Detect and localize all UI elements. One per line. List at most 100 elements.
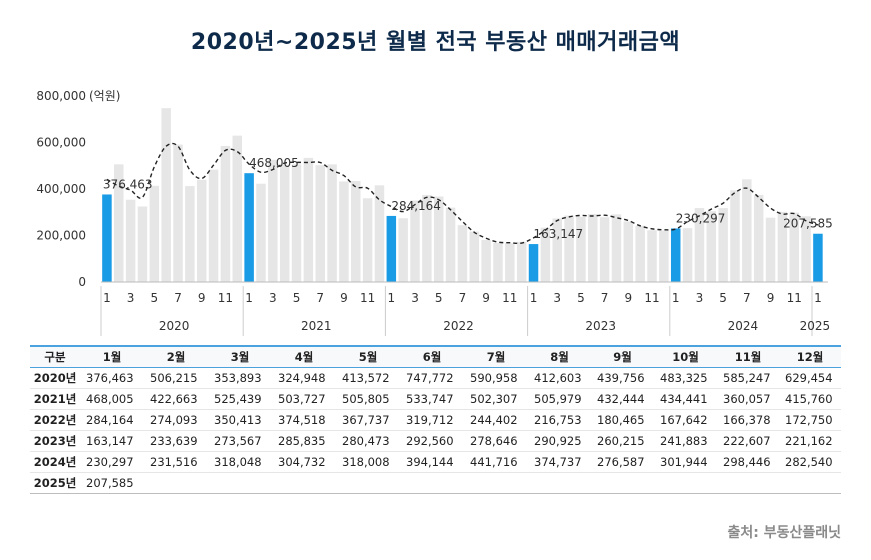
bar	[339, 181, 349, 282]
table-header-cell: 4월	[272, 345, 336, 368]
bar	[552, 218, 562, 282]
table-cell: 304,732	[272, 451, 336, 473]
table-cell: 360,057	[717, 388, 779, 410]
bar	[564, 215, 574, 282]
x-month-tick-label: 1	[530, 291, 538, 305]
table-cell: 505,979	[528, 388, 591, 410]
table-cell: 503,727	[272, 388, 336, 410]
table-cell: 468,005	[80, 388, 144, 410]
y-tick-label: 0	[78, 275, 86, 289]
table-header-cell: 9월	[591, 345, 654, 368]
table-cell: 163,147	[80, 430, 144, 452]
table-cell: 318,008	[336, 451, 400, 473]
table-cell: 439,756	[591, 367, 654, 389]
bar	[232, 135, 243, 282]
bar	[149, 185, 160, 282]
x-year-label: 2022	[443, 319, 474, 333]
table-cell: 216,753	[528, 409, 591, 431]
bar	[398, 218, 408, 282]
table-cell: 207,585	[80, 472, 144, 494]
bar	[765, 217, 776, 282]
table-cell: 230,297	[80, 451, 144, 473]
bar	[682, 228, 693, 282]
table-cell: 413,572	[336, 367, 400, 389]
table-row-year: 2021년	[30, 388, 80, 410]
table-cell: 231,516	[144, 451, 208, 473]
x-month-tick-label: 11	[218, 291, 233, 305]
table-cell	[717, 472, 779, 494]
table-cell: 221,162	[779, 430, 841, 452]
bar-highlight	[670, 228, 681, 282]
table-row-year: 2025년	[30, 472, 80, 494]
bar-highlight	[102, 194, 112, 282]
bar	[327, 164, 337, 282]
x-month-tick-label: 9	[198, 291, 206, 305]
table-cell	[591, 472, 654, 494]
bar	[623, 221, 634, 282]
x-month-tick-label: 11	[644, 291, 659, 305]
table-cell: 374,518	[272, 409, 336, 431]
table-row-year: 2020년	[30, 367, 80, 389]
table-cell: 412,603	[528, 367, 591, 389]
table-cell: 244,402	[464, 409, 528, 431]
y-unit-label: (억원)	[89, 89, 120, 103]
table-cell	[464, 472, 528, 494]
table-cell: 350,413	[208, 409, 272, 431]
table-cell: 374,737	[528, 451, 591, 473]
x-year-label: 2020	[159, 319, 190, 333]
bar	[422, 194, 432, 282]
table-cell: 166,378	[717, 409, 779, 431]
x-year-label: 2025	[800, 319, 831, 333]
table-cell: 483,325	[654, 367, 717, 389]
table-cell: 273,567	[208, 430, 272, 452]
bar	[493, 243, 503, 282]
bar	[185, 186, 195, 282]
table-cell: 434,441	[654, 388, 717, 410]
table-header-cell: 8월	[528, 345, 591, 368]
table-row: 2022년 284,164 274,093 350,413 374,518 367,737…	[30, 409, 841, 431]
table-cell	[208, 472, 272, 494]
table-header-cell: 11월	[717, 345, 779, 368]
bar	[315, 165, 325, 282]
bar-highlight	[386, 215, 397, 282]
bar	[540, 227, 551, 282]
x-month-tick-label: 7	[174, 291, 182, 305]
x-month-tick-label: 5	[151, 291, 159, 305]
x-month-tick-label: 7	[743, 291, 751, 305]
table-cell: 629,454	[779, 367, 841, 389]
table-header-cell: 12월	[779, 345, 841, 368]
table-header-cell: 7월	[464, 345, 528, 368]
table-cell: 319,712	[400, 409, 464, 431]
table-cell: 502,307	[464, 388, 528, 410]
data-table: 구분 1월 2월 3월 4월 5월 6월 7월 8월 9월 10월 11월 12월 2020년 376,4…	[30, 345, 841, 494]
bar	[351, 180, 361, 282]
x-month-tick-label: 5	[293, 291, 301, 305]
table-cell: 525,439	[208, 388, 272, 410]
table-row-year: 2023년	[30, 430, 80, 452]
table-cell: 282,540	[779, 451, 841, 473]
x-month-tick-label: 1	[103, 291, 111, 305]
bar	[256, 183, 266, 282]
table-header-cell: 1월	[80, 345, 144, 368]
bar	[374, 185, 385, 282]
table-cell	[400, 472, 464, 494]
table-cell: 278,646	[464, 430, 528, 452]
table-header-row: 구분 1월 2월 3월 4월 5월 6월 7월 8월 9월 10월 11월 12월	[30, 345, 841, 368]
bar	[635, 225, 645, 282]
x-year-label: 2024	[728, 319, 759, 333]
table-header-cell: 5월	[336, 345, 400, 368]
bar-series	[102, 108, 823, 283]
bar	[611, 214, 622, 282]
bar	[730, 190, 740, 282]
table-header-cell: 10월	[654, 345, 717, 368]
table-cell: 394,144	[400, 451, 464, 473]
bar	[279, 164, 290, 282]
bar-highlight	[244, 173, 254, 282]
bar	[125, 199, 136, 282]
bar	[362, 198, 373, 282]
highlight-value-label: 163,147	[534, 227, 584, 241]
bar	[777, 211, 788, 282]
x-month-tick-label: 5	[435, 291, 443, 305]
y-axis: 0 200,000 400,000 600,000 800,000 (억원)	[36, 89, 120, 289]
table-cell: 284,164	[80, 409, 144, 431]
